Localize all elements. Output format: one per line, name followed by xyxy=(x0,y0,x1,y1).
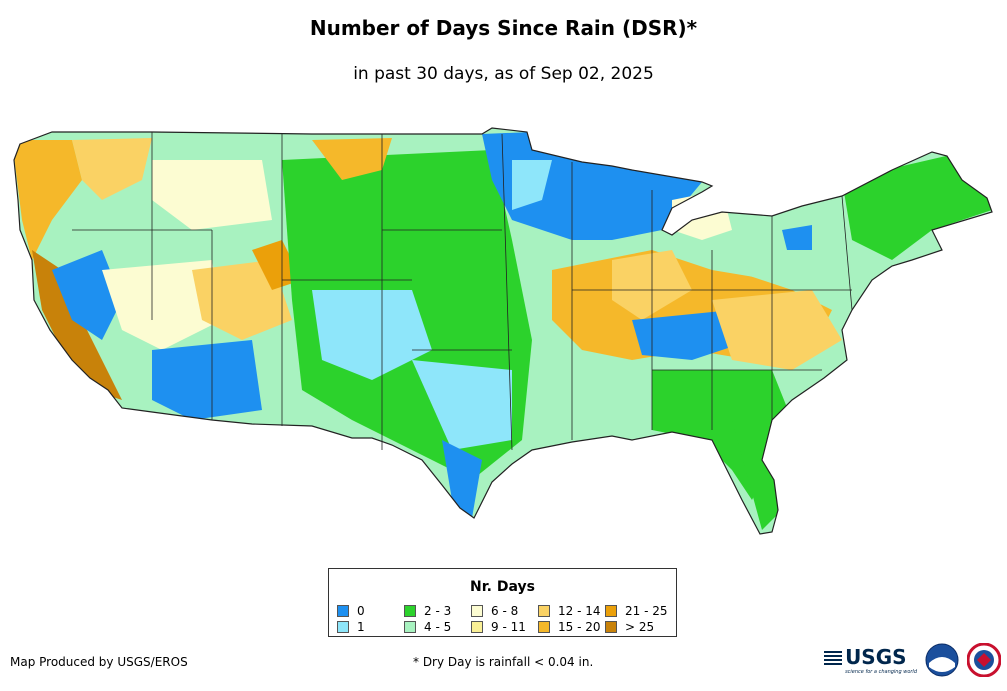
legend-label: 9 - 11 xyxy=(491,620,526,634)
zone-ny-spot xyxy=(782,225,812,250)
noaa-logo-icon xyxy=(925,643,959,677)
legend-label: 12 - 14 xyxy=(558,604,601,618)
legend-label: 21 - 25 xyxy=(625,604,668,618)
zone-colorado-plateau xyxy=(252,240,302,290)
zone-maine xyxy=(842,150,992,260)
legend-swatch xyxy=(337,605,349,617)
legend-swatch xyxy=(605,621,617,633)
legend-label: 15 - 20 xyxy=(558,620,601,634)
legend-swatch xyxy=(471,621,483,633)
us-outline xyxy=(13,127,993,535)
legend-label: 2 - 3 xyxy=(424,604,452,618)
map-subtitle: in past 30 days, as of Sep 02, 2025 xyxy=(353,64,654,84)
legend-label: 0 xyxy=(357,604,365,618)
legend-swatch xyxy=(404,621,416,633)
legend-item: 12 - 14 xyxy=(538,603,605,619)
legend-box: Nr. Days 0 1 2 - 3 4 - 5 6 - 8 9 - 11 12 - 14 1… xyxy=(328,568,677,637)
zone-north-dakota xyxy=(312,138,392,180)
usgs-wave-icon xyxy=(824,649,843,665)
zone-upper-midwest xyxy=(482,132,702,240)
legend-swatch xyxy=(538,621,550,633)
legend-label: 6 - 8 xyxy=(491,604,519,618)
legend-title: Nr. Days xyxy=(470,579,535,595)
legend-item: > 25 xyxy=(605,619,672,635)
dry-day-footnote: * Dry Day is rainfall < 0.04 in. xyxy=(413,655,594,669)
legend-item: 2 - 3 xyxy=(404,603,471,619)
legend-label: 4 - 5 xyxy=(424,620,452,634)
legend-swatch xyxy=(471,605,483,617)
zone-mississippi xyxy=(572,370,652,440)
zone-pacific-nw xyxy=(14,140,82,260)
legend-swatch xyxy=(404,605,416,617)
zone-new-york xyxy=(732,220,862,290)
legend-swatch xyxy=(605,605,617,617)
state-boundaries xyxy=(72,132,853,451)
legend-item: 0 xyxy=(337,603,404,619)
zone-arizona xyxy=(152,340,262,420)
zone-california-coast xyxy=(32,250,122,400)
zone-kansas xyxy=(312,290,432,380)
usgs-tagline: science for a changing world xyxy=(845,669,917,675)
legend-label: 1 xyxy=(357,620,365,634)
zone-virginia xyxy=(712,290,842,370)
legend-item: 1 xyxy=(337,619,404,635)
legend-swatch xyxy=(337,621,349,633)
usgs-wordmark: USGS xyxy=(845,645,907,669)
legend-grid: 0 1 2 - 3 4 - 5 6 - 8 9 - 11 12 - 14 15 - 20 21 … xyxy=(337,603,672,635)
map-credit: Map Produced by USGS/EROS xyxy=(10,655,188,669)
legend-item: 4 - 5 xyxy=(404,619,471,635)
usgs-logo: USGS science for a changing world xyxy=(824,645,917,675)
dsr-map xyxy=(13,127,993,535)
legend-swatch xyxy=(538,605,550,617)
legend-item: 21 - 25 xyxy=(605,603,672,619)
zone-great-basin xyxy=(102,260,222,350)
map-title: Number of Days Since Rain (DSR)* xyxy=(309,16,698,40)
zone-montana xyxy=(152,160,272,230)
zone-north-idaho xyxy=(72,138,152,200)
legend-item: 15 - 20 xyxy=(538,619,605,635)
nws-logo-icon xyxy=(967,643,1001,677)
agency-logos: USGS science for a changing world xyxy=(824,640,1001,680)
legend-label: > 25 xyxy=(625,620,655,634)
legend-item: 9 - 11 xyxy=(471,619,538,635)
legend-item: 6 - 8 xyxy=(471,603,538,619)
zone-minnesota-west xyxy=(512,160,552,210)
zone-texas-east xyxy=(412,360,512,450)
